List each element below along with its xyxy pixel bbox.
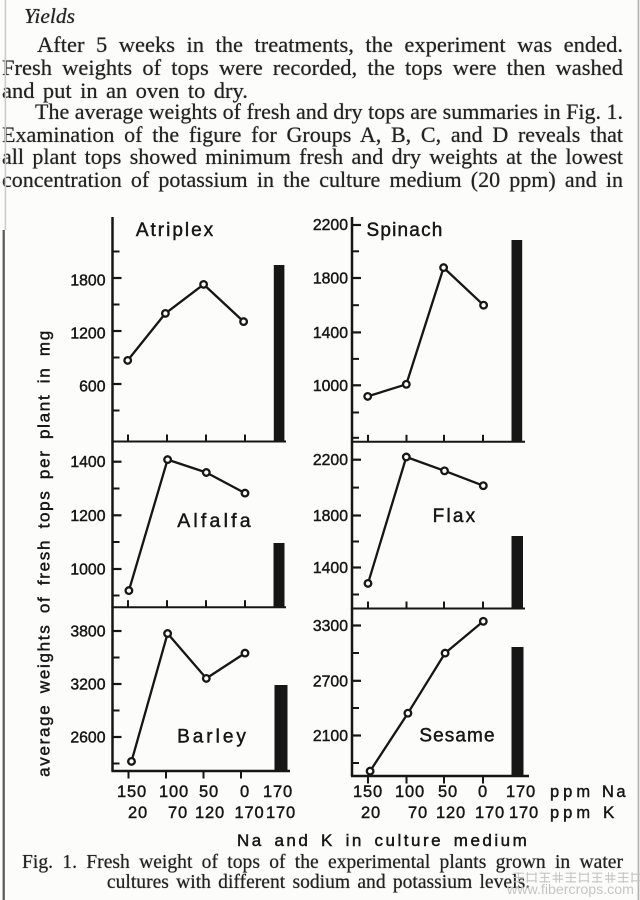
svg-text:170: 170: [263, 783, 293, 801]
svg-text:Sesame: Sesame: [419, 726, 495, 747]
svg-text:ppm: ppm: [550, 783, 594, 801]
svg-text:1800: 1800: [313, 508, 348, 525]
svg-text:Spinach: Spinach: [366, 220, 443, 241]
svg-text:600: 600: [79, 379, 106, 396]
svg-text:70: 70: [408, 804, 428, 822]
svg-text:170: 170: [235, 804, 265, 822]
svg-text:2600: 2600: [70, 730, 105, 747]
svg-text:ppm: ppm: [550, 804, 594, 822]
svg-text:1000: 1000: [313, 378, 348, 395]
svg-text:150: 150: [353, 783, 383, 801]
svg-text:2700: 2700: [313, 673, 348, 690]
svg-text:1000: 1000: [70, 562, 105, 579]
svg-text:2200: 2200: [313, 452, 348, 469]
svg-text:170: 170: [475, 804, 505, 822]
svg-text:1400: 1400: [70, 454, 105, 471]
svg-text:120: 120: [195, 804, 225, 822]
svg-text:1400: 1400: [313, 560, 348, 577]
svg-text:100: 100: [159, 783, 189, 801]
svg-text:150: 150: [117, 783, 147, 801]
svg-text:170: 170: [506, 783, 536, 801]
svg-text:100: 100: [395, 783, 425, 801]
svg-text:Alfalfa: Alfalfa: [177, 510, 254, 532]
svg-text:1800: 1800: [313, 271, 348, 288]
svg-text:50: 50: [438, 783, 458, 801]
svg-text:120: 120: [436, 804, 466, 822]
svg-text:0: 0: [240, 783, 250, 801]
svg-text:2200: 2200: [313, 217, 348, 234]
svg-text:www.fibercrops.com: www.fibercrops.com: [506, 882, 634, 898]
svg-text:70: 70: [168, 804, 188, 822]
svg-text:1200: 1200: [70, 326, 105, 343]
svg-text:Na: Na: [602, 783, 628, 801]
svg-text:20: 20: [361, 804, 381, 822]
svg-text:1400: 1400: [313, 325, 348, 342]
svg-text:170: 170: [509, 804, 539, 822]
svg-text:3300: 3300: [313, 618, 348, 635]
svg-text:1200: 1200: [70, 508, 105, 525]
svg-text:average weights of fresh tops: average weights of fresh tops per plant …: [35, 329, 54, 777]
svg-text:Barley: Barley: [177, 727, 249, 748]
svg-text:1800: 1800: [70, 273, 105, 290]
svg-text:Atriplex: Atriplex: [136, 220, 215, 241]
svg-text:0: 0: [478, 783, 488, 801]
svg-text:Na and K in culture medium: Na and K in culture medium: [237, 831, 529, 850]
svg-text:20: 20: [128, 804, 148, 822]
svg-text:K: K: [603, 803, 615, 822]
svg-text:170: 170: [266, 804, 296, 822]
svg-text:3200: 3200: [70, 677, 105, 694]
svg-text:50: 50: [199, 783, 219, 801]
svg-text:Flax: Flax: [433, 506, 478, 527]
svg-text:2100: 2100: [313, 728, 348, 745]
svg-text:3800: 3800: [70, 624, 105, 641]
